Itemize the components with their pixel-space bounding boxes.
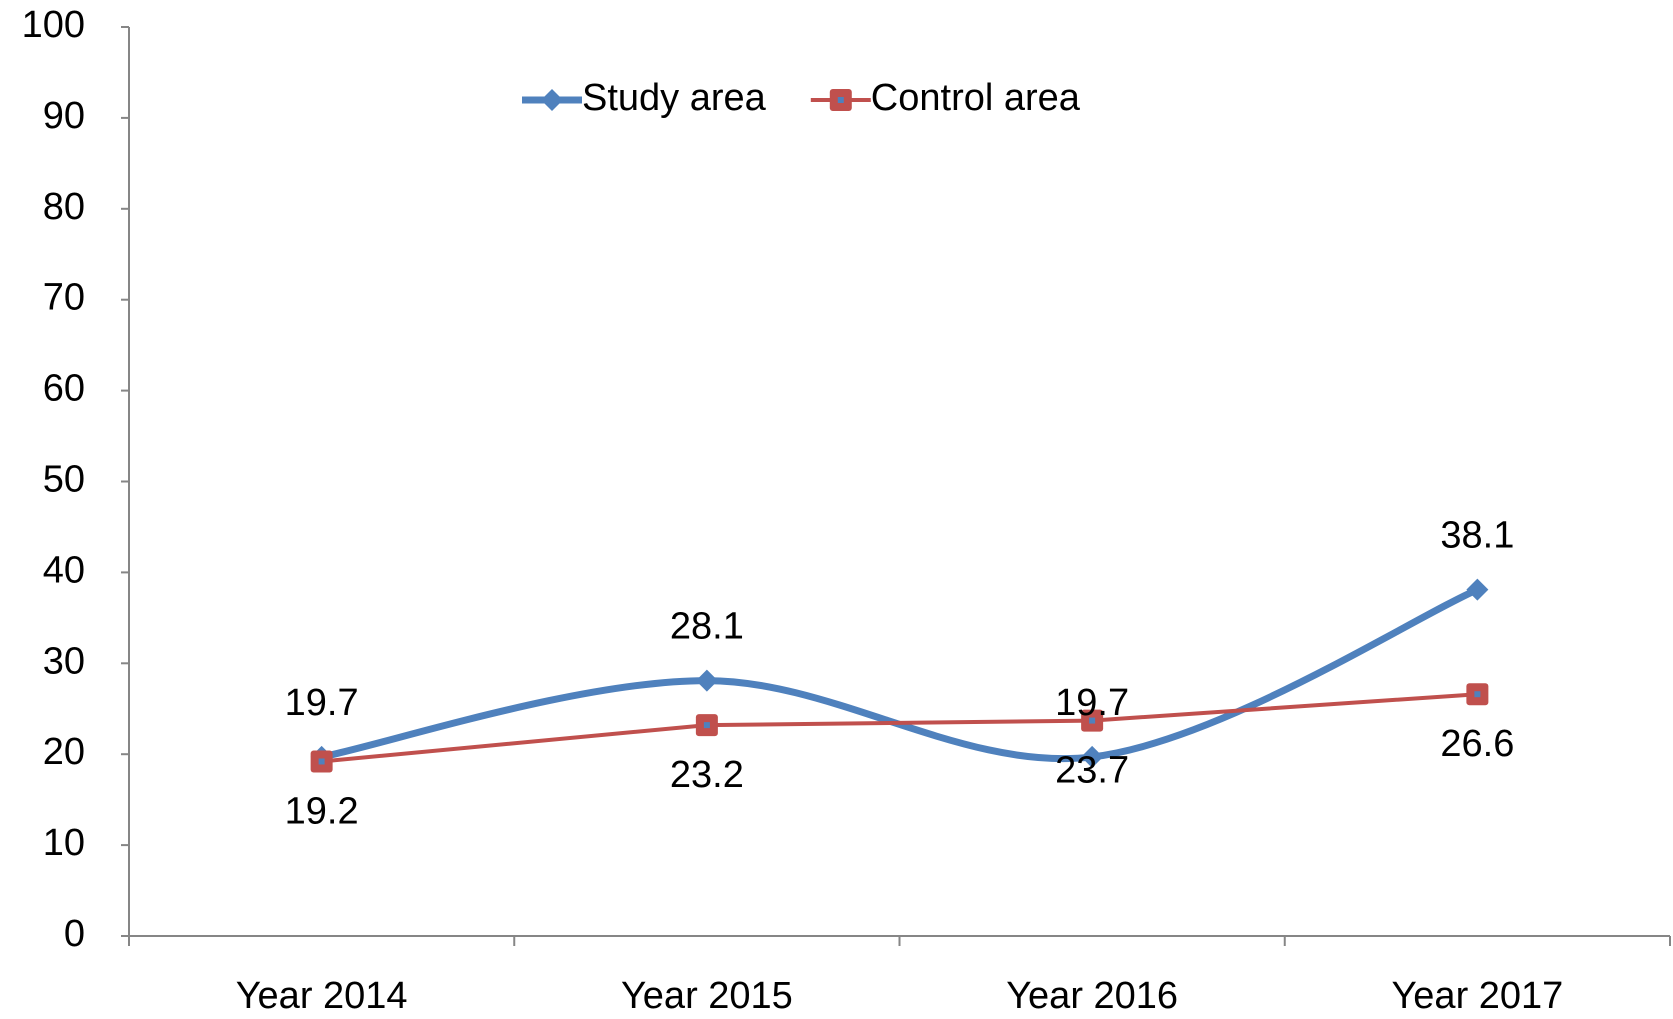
y-tick-label: 80 [43,186,85,228]
marker-dot [837,97,844,103]
data-label: 23.7 [1055,750,1129,792]
x-tick-label: Year 2014 [236,975,408,1017]
data-label: 38.1 [1440,515,1514,557]
x-tick-label: Year 2017 [1391,975,1563,1017]
marker-dot [318,758,325,765]
marker [1466,578,1489,601]
x-tick-label: Year 2016 [1006,975,1178,1017]
y-tick-label: 10 [43,822,85,864]
legend-label: Study area [582,77,767,119]
data-label: 19.7 [285,682,359,724]
y-tick-label: 40 [43,549,85,591]
y-tick-label: 50 [43,459,85,501]
marker-dot [703,722,710,729]
marker [695,669,718,692]
data-label: 19.7 [1055,682,1129,724]
y-tick-label: 100 [22,4,85,46]
y-tick-label: 30 [43,640,85,682]
y-tick-label: 20 [43,731,85,773]
data-label: 28.1 [670,606,744,648]
y-tick-label: 0 [64,913,85,955]
legend-label: Control area [871,77,1081,119]
data-label: 23.2 [670,754,744,796]
data-label: 26.6 [1440,723,1514,765]
marker-dot [1474,691,1481,698]
y-tick-label: 70 [43,277,85,319]
marker [541,89,563,111]
data-label: 19.2 [285,791,359,833]
marker-dot [1089,717,1096,724]
y-tick-label: 60 [43,368,85,410]
y-tick-label: 90 [43,95,85,137]
series-line [320,586,1479,763]
x-tick-label: Year 2015 [621,975,793,1017]
marker [1081,745,1104,768]
series-line [321,692,1478,764]
